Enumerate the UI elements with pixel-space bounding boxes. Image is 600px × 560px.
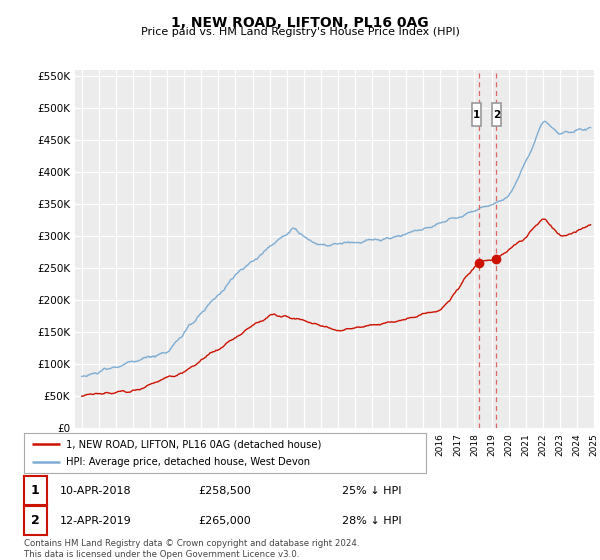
Text: 1, NEW ROAD, LIFTON, PL16 0AG: 1, NEW ROAD, LIFTON, PL16 0AG <box>171 16 429 30</box>
Text: 12-APR-2019: 12-APR-2019 <box>60 516 132 526</box>
Text: £258,500: £258,500 <box>198 486 251 496</box>
Text: 10-APR-2018: 10-APR-2018 <box>60 486 131 496</box>
Text: 2: 2 <box>31 514 40 528</box>
Text: £265,000: £265,000 <box>198 516 251 526</box>
Text: 1: 1 <box>31 484 40 497</box>
Bar <box>472 103 481 127</box>
Text: 25% ↓ HPI: 25% ↓ HPI <box>342 486 401 496</box>
Text: 1: 1 <box>473 110 480 120</box>
Text: 2: 2 <box>493 110 500 120</box>
Text: HPI: Average price, detached house, West Devon: HPI: Average price, detached house, West… <box>66 457 310 467</box>
Text: Contains HM Land Registry data © Crown copyright and database right 2024.
This d: Contains HM Land Registry data © Crown c… <box>24 539 359 559</box>
Text: 28% ↓ HPI: 28% ↓ HPI <box>342 516 401 526</box>
Text: Price paid vs. HM Land Registry's House Price Index (HPI): Price paid vs. HM Land Registry's House … <box>140 27 460 37</box>
Text: 1, NEW ROAD, LIFTON, PL16 0AG (detached house): 1, NEW ROAD, LIFTON, PL16 0AG (detached … <box>66 439 322 449</box>
Bar <box>492 103 500 127</box>
